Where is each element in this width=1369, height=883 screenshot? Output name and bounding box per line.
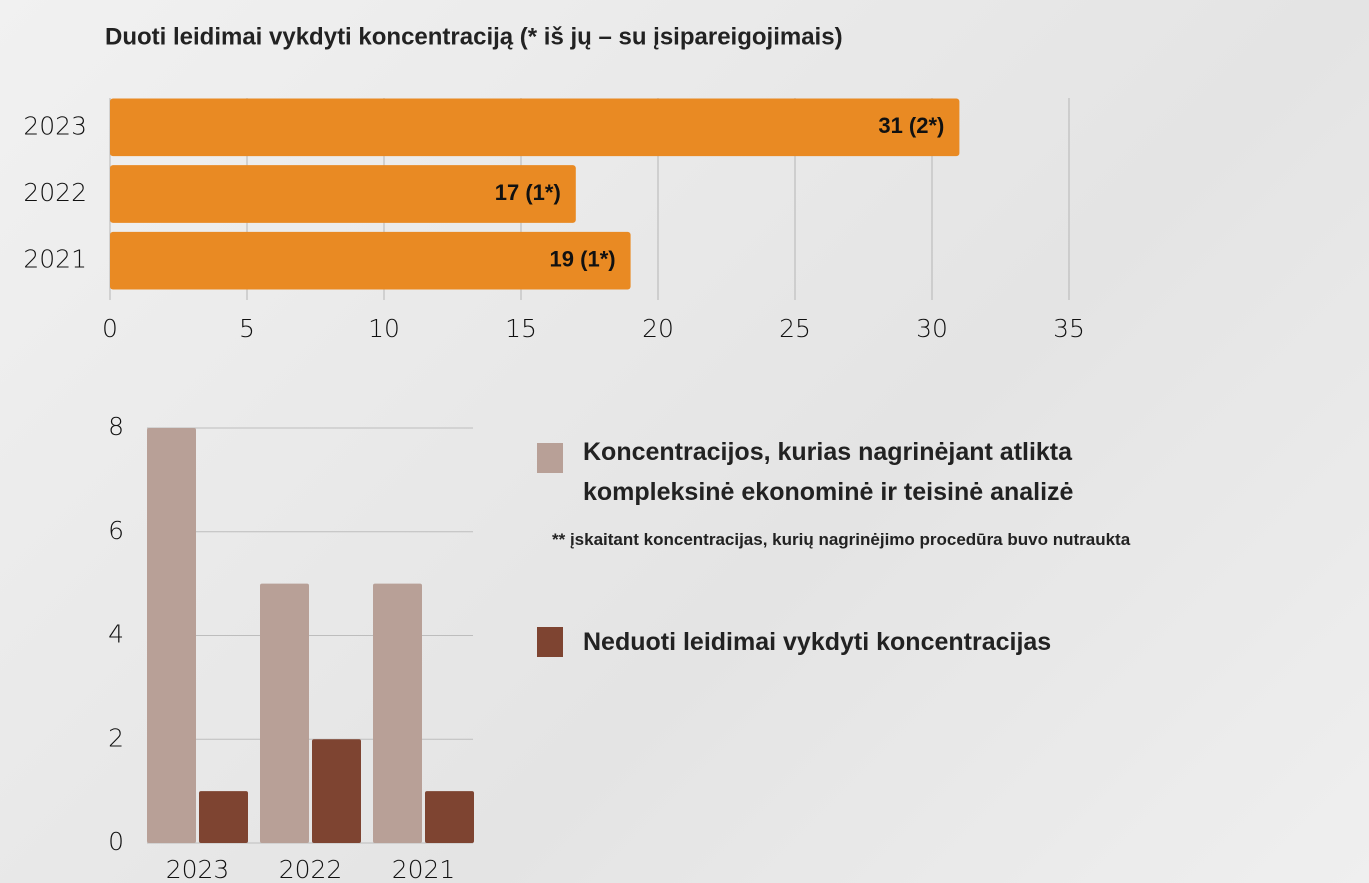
value-label: 31 (2*): [878, 113, 944, 138]
x-tick-label: 0: [102, 314, 118, 343]
y-tick-label: 0: [108, 827, 124, 856]
chart-title: Duoti leidimai vykdyti koncentraciją (* …: [105, 23, 843, 50]
y-tick-label: 4: [108, 620, 124, 649]
y-tick-label: 2: [108, 723, 124, 752]
x-tick-label: 2021: [392, 855, 456, 883]
x-tick-label: 2023: [166, 855, 230, 883]
bar: [425, 791, 474, 843]
value-label: 19 (1*): [550, 246, 616, 271]
legend-swatch: [537, 627, 563, 657]
page: Duoti leidimai vykdyti koncentraciją (* …: [0, 0, 1369, 883]
x-tick-label: 2022: [279, 855, 343, 883]
x-tick-label: 30: [916, 314, 948, 343]
x-tick-label: 5: [239, 314, 255, 343]
x-tick-label: 15: [505, 314, 537, 343]
legend-swatch: [537, 443, 563, 473]
x-tick-label: 35: [1053, 314, 1085, 343]
bar: [147, 428, 196, 843]
bar: [260, 584, 309, 843]
bar: [373, 584, 422, 843]
annotation: ** įskaitant koncentracijas, kurių nagri…: [552, 530, 1130, 550]
y-tick-label: 2022: [23, 178, 87, 207]
y-tick-label: 6: [108, 516, 124, 545]
bar: [312, 739, 361, 843]
bar: [110, 99, 959, 157]
value-label: 17 (1*): [495, 180, 561, 205]
y-tick-label: 2023: [23, 111, 87, 140]
y-tick-label: 8: [108, 412, 124, 441]
x-tick-label: 10: [368, 314, 400, 343]
legend-label: Koncentracijos, kurias nagrinėjant atlik…: [583, 432, 1223, 512]
x-tick-label: 25: [779, 314, 811, 343]
legend-label: Neduoti leidimai vykdyti koncentracijas: [583, 622, 1051, 662]
x-tick-label: 20: [642, 314, 674, 343]
y-tick-label: 2021: [23, 245, 87, 274]
bar: [199, 791, 248, 843]
